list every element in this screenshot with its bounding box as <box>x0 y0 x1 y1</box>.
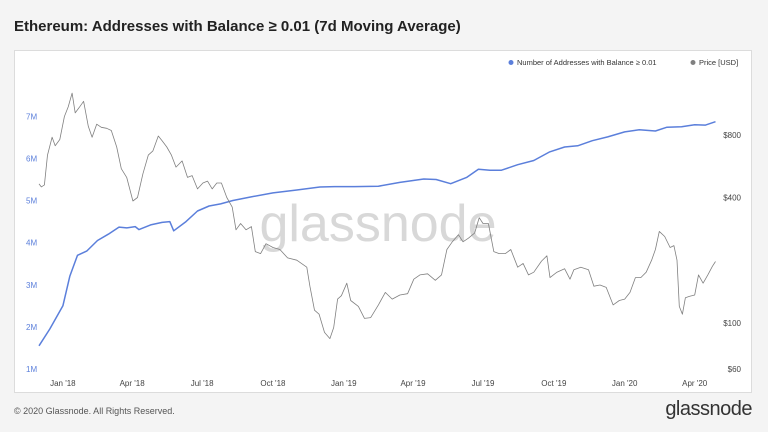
y-right-tick-label: $800 <box>723 131 741 140</box>
watermark-text: glassnode <box>259 195 496 253</box>
y-left-tick-label: 4M <box>26 239 37 248</box>
y-left-tick-label: 7M <box>26 112 37 121</box>
y-left-tick-label: 6M <box>26 154 37 163</box>
x-tick-label: Oct '19 <box>541 379 567 388</box>
addresses-series-line <box>38 120 716 347</box>
x-tick-label: Jan '18 <box>50 379 76 388</box>
price-series-line <box>38 92 716 340</box>
x-tick-label: Apr '18 <box>120 379 146 388</box>
x-tick-label: Jul '19 <box>472 379 495 388</box>
copyright-text: © 2020 Glassnode. All Rights Reserved. <box>14 406 175 416</box>
chart-title: Ethereum: Addresses with Balance ≥ 0.01 … <box>14 18 461 35</box>
x-tick-label: Apr '19 <box>400 379 426 388</box>
chart-panel: glassnode 1M 2M 3M 4M 5M 6M 7M $60 $100 $400 $800 Ja… <box>14 50 752 393</box>
legend-addresses-marker <box>508 60 514 65</box>
y-right-tick-label: $60 <box>728 365 742 374</box>
x-tick-label: Jan '19 <box>331 379 357 388</box>
x-tick-label: Jul '18 <box>191 379 214 388</box>
y-left-tick-label: 2M <box>26 323 37 332</box>
x-tick-label: Oct '18 <box>260 379 286 388</box>
y-right-tick-label: $400 <box>723 194 741 203</box>
chart-svg: glassnode 1M 2M 3M 4M 5M 6M 7M $60 $100 $400 $800 Ja… <box>26 58 742 388</box>
x-tick-label: Apr '20 <box>682 379 708 388</box>
legend-price-label: Price [USD] <box>699 58 738 67</box>
brand-logo-text: glassnode <box>665 398 752 420</box>
y-left-tick-label: 3M <box>26 281 37 290</box>
x-tick-label: Jan '20 <box>612 379 638 388</box>
y-right-tick-label: $100 <box>723 319 741 328</box>
y-left-tick-label: 5M <box>26 197 37 206</box>
legend-addresses-label: Number of Addresses with Balance ≥ 0.01 <box>517 58 657 67</box>
legend-price-marker <box>690 60 696 65</box>
y-left-tick-label: 1M <box>26 365 37 374</box>
